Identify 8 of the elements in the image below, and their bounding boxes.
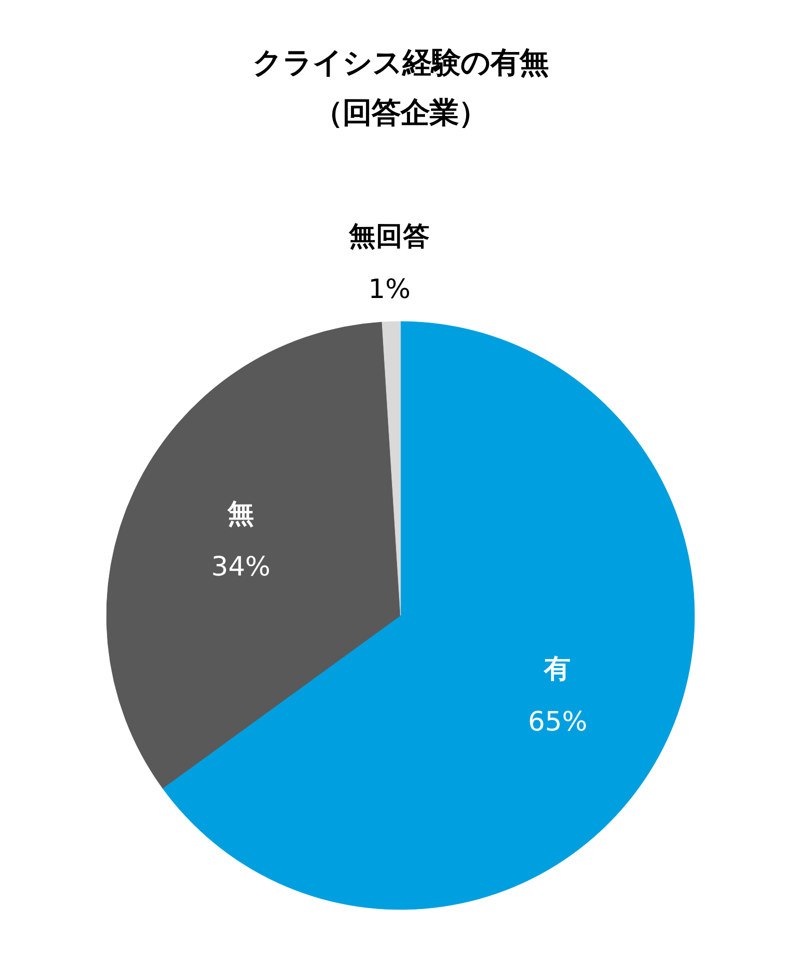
chart-subtitle: （回答企業） [314, 96, 488, 130]
chart-title: クライシス経験の有無 [252, 46, 548, 80]
data-label: 1% [368, 274, 411, 305]
slice-label: 有 [543, 654, 572, 685]
slice-label: 無回答 [348, 220, 430, 252]
data-label: 65% [528, 706, 588, 738]
slice-label: 無 [226, 498, 254, 530]
data-label: 34% [211, 551, 271, 582]
